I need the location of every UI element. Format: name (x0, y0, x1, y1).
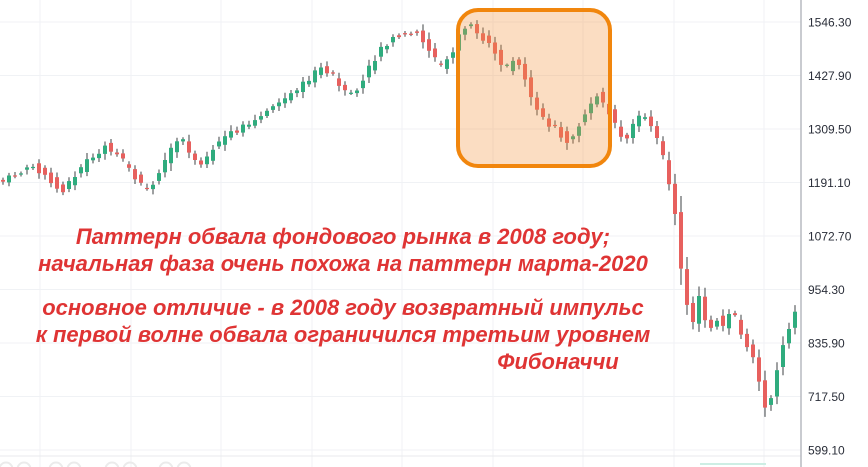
chart-grid (0, 0, 801, 467)
candles (1, 20, 797, 417)
price-tick-label: 1546.30 (808, 16, 852, 30)
price-tick-label: 1191.10 (808, 176, 851, 190)
price-tick-label: 1309.50 (808, 123, 852, 137)
price-tick-label: 954.30 (808, 283, 845, 297)
price-tick-label: 717.50 (808, 390, 845, 404)
price-tick-label: 1072.70 (808, 230, 852, 244)
price-tick-label: 835.90 (808, 337, 845, 351)
price-tick-label: 599.10 (808, 444, 845, 458)
price-tick-label: 1427.90 (808, 69, 852, 83)
clipped-bottom-text (0, 461, 766, 467)
price-axis[interactable]: 1546.30 1427.90 1309.50 1191.10 1072.70 954.3… (800, 0, 868, 467)
